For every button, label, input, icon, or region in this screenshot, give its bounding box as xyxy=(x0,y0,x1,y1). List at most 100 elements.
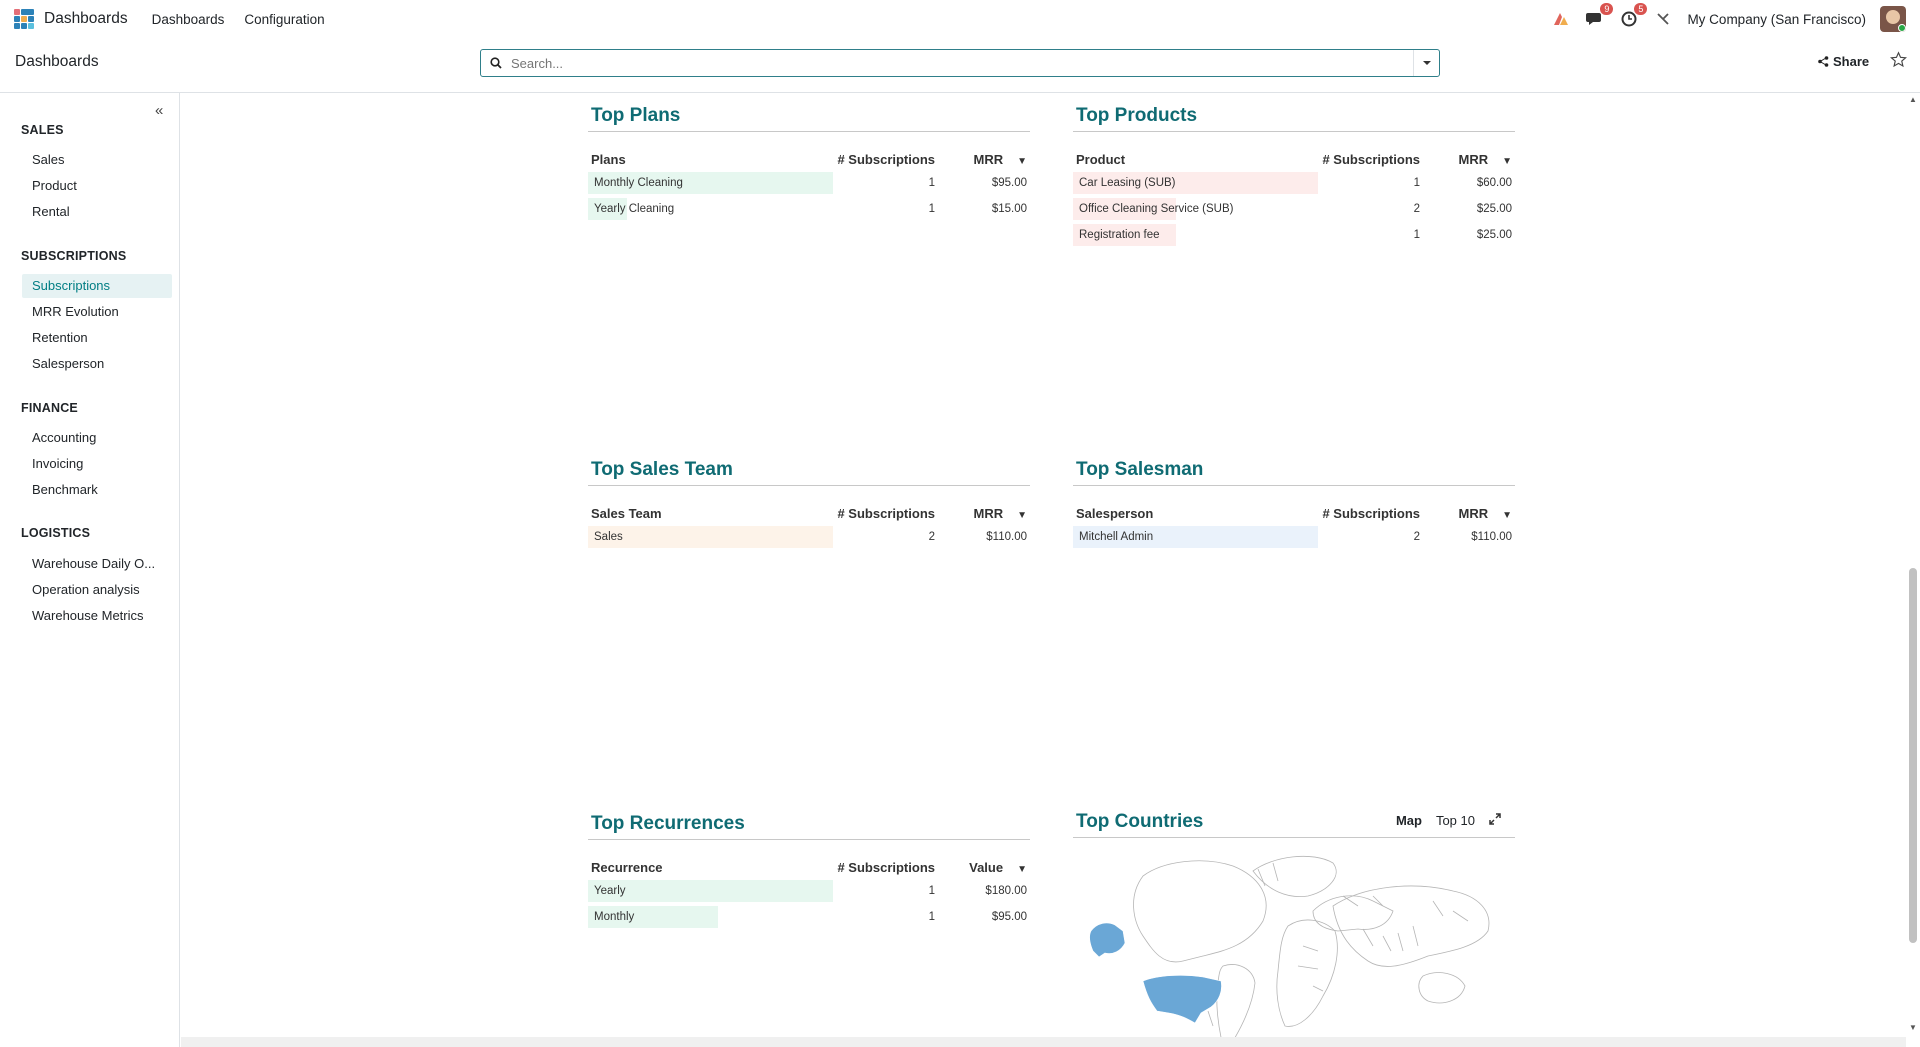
menu-configuration[interactable]: Configuration xyxy=(244,11,325,27)
expand-icon[interactable] xyxy=(1489,813,1501,828)
col-header[interactable]: MRR ▼ xyxy=(973,151,1027,167)
sidebar-item-warehouse-daily[interactable]: Warehouse Daily O... xyxy=(32,556,156,571)
search-options-toggle[interactable] xyxy=(1413,50,1439,76)
table-row[interactable]: Sales 2 $110.00 xyxy=(588,524,1030,550)
widget-title: Top Products xyxy=(1073,105,1515,132)
row-share-bar xyxy=(1073,198,1176,220)
world-map[interactable] xyxy=(1073,851,1515,1037)
sort-caret-icon: ▼ xyxy=(1017,509,1027,521)
col-header[interactable]: # Subscriptions xyxy=(837,151,935,167)
sidebar-item-product[interactable]: Product xyxy=(32,178,77,193)
search-bar[interactable] xyxy=(480,49,1440,77)
row-count: 2 xyxy=(928,531,935,543)
collapse-sidebar-icon[interactable]: « xyxy=(155,102,164,119)
scroll-up-icon[interactable]: ▲ xyxy=(1909,95,1917,104)
favorite-star-icon[interactable] xyxy=(1890,51,1907,71)
widget-top-plans: Top Plans Plans # Subscriptions MRR ▼ Mon… xyxy=(588,105,1030,222)
row-value: $95.00 xyxy=(991,177,1027,189)
sidebar-item-subscriptions[interactable]: Subscriptions xyxy=(22,274,172,298)
table-row[interactable]: Car Leasing (SUB) 1 $60.00 xyxy=(1073,170,1515,196)
sidebar-item-accounting[interactable]: Accounting xyxy=(32,430,97,445)
row-share-bar xyxy=(1073,172,1318,194)
company-switcher[interactable]: My Company (San Francisco) xyxy=(1687,11,1866,27)
top-recurrences-table: Recurrence # Subscriptions Value ▼ Yearly… xyxy=(588,856,1030,930)
table-row[interactable]: Yearly 1 $180.00 xyxy=(588,878,1030,904)
row-value: $25.00 xyxy=(1476,229,1512,241)
apps-menu-icon[interactable] xyxy=(14,9,34,29)
row-share-bar xyxy=(588,526,833,548)
widget-top-salesman: Top Salesman Salesperson # Subscriptions… xyxy=(1073,459,1515,550)
table-row[interactable]: Mitchell Admin 2 $110.00 xyxy=(1073,524,1515,550)
table-row[interactable]: Registration fee 1 $25.00 xyxy=(1073,222,1515,248)
sidebar-item-salesperson[interactable]: Salesperson xyxy=(32,356,105,371)
user-avatar[interactable] xyxy=(1880,6,1906,32)
widget-top-products: Top Products Product # Subscriptions MRR… xyxy=(1073,105,1515,248)
map-usa xyxy=(1142,975,1222,1024)
vertical-scrollbar[interactable]: ▲ ▼ xyxy=(1906,93,1920,1037)
col-header[interactable]: MRR ▼ xyxy=(1458,505,1512,521)
row-count: 1 xyxy=(928,177,935,189)
activities-clock-icon[interactable]: 5 xyxy=(1619,3,1648,29)
row-value: $180.00 xyxy=(985,885,1027,897)
table-row[interactable]: Office Cleaning Service (SUB) 2 $25.00 xyxy=(1073,196,1515,222)
sidebar-item-mrr-evolution[interactable]: MRR Evolution xyxy=(32,304,119,319)
col-header[interactable]: MRR ▼ xyxy=(973,505,1027,521)
row-share-bar xyxy=(588,880,833,902)
breadcrumb: Dashboards xyxy=(15,53,99,70)
col-header[interactable]: Recurrence xyxy=(591,859,663,875)
col-header[interactable]: # Subscriptions xyxy=(1322,505,1420,521)
scroll-down-icon[interactable]: ▼ xyxy=(1909,1023,1917,1032)
col-header[interactable]: Plans xyxy=(591,151,626,167)
row-label: Monthly xyxy=(588,904,833,930)
top-products-table: Product # Subscriptions MRR ▼ Car Leasing… xyxy=(1073,148,1515,248)
menu-dashboards[interactable]: Dashboards xyxy=(151,11,225,27)
activities-badge: 5 xyxy=(1634,3,1648,15)
section-logistics: LOGISTICS xyxy=(21,526,91,540)
sidebar-item-operation-analysis[interactable]: Operation analysis xyxy=(32,582,140,597)
scroll-thumb[interactable] xyxy=(1909,568,1917,943)
share-icon xyxy=(1818,56,1829,67)
col-header[interactable]: Product xyxy=(1076,151,1126,167)
row-share-bar xyxy=(588,906,718,928)
debug-tools-icon[interactable] xyxy=(1653,9,1673,29)
col-header[interactable]: MRR ▼ xyxy=(1458,151,1512,167)
sidebar-item-warehouse-metrics[interactable]: Warehouse Metrics xyxy=(32,608,144,623)
row-label: Registration fee xyxy=(1073,222,1318,248)
row-count: 1 xyxy=(928,911,935,923)
col-header[interactable]: Salesperson xyxy=(1076,505,1154,521)
row-count: 1 xyxy=(928,203,935,215)
sidebar-item-benchmark[interactable]: Benchmark xyxy=(32,482,98,497)
table-row[interactable]: Monthly Cleaning 1 $95.00 xyxy=(588,170,1030,196)
tab-map[interactable]: Map xyxy=(1395,813,1422,828)
col-header[interactable]: # Subscriptions xyxy=(837,505,935,521)
row-value: $25.00 xyxy=(1476,203,1512,215)
sort-caret-icon: ▼ xyxy=(1017,863,1027,875)
col-header[interactable]: Sales Team xyxy=(591,505,662,521)
row-label: Monthly Cleaning xyxy=(588,170,833,196)
sidebar-item-rental[interactable]: Rental xyxy=(32,204,70,219)
col-header[interactable]: Value ▼ xyxy=(969,859,1027,875)
sidebar-item-retention[interactable]: Retention xyxy=(32,330,88,345)
widget-title: Top Recurrences xyxy=(588,813,1030,840)
row-value: $110.00 xyxy=(986,531,1027,543)
row-count: 1 xyxy=(928,885,935,897)
horizontal-scrollbar[interactable] xyxy=(181,1037,1906,1047)
messages-icon[interactable]: 9 xyxy=(1585,3,1614,29)
sidebar-item-invoicing[interactable]: Invoicing xyxy=(32,456,84,471)
widget-top-countries: Top Countries Map Top 10 xyxy=(1073,811,1515,1037)
search-input[interactable] xyxy=(511,55,1413,71)
col-header[interactable]: # Subscriptions xyxy=(1322,151,1420,167)
row-value: $95.00 xyxy=(991,911,1027,923)
table-row[interactable]: Monthly 1 $95.00 xyxy=(588,904,1030,930)
row-label: Car Leasing (SUB) xyxy=(1073,170,1318,196)
col-header[interactable]: # Subscriptions xyxy=(837,859,935,875)
tab-top-10[interactable]: Top 10 xyxy=(1435,813,1475,828)
world-map-svg xyxy=(1089,855,1490,1037)
table-row[interactable]: Yearly Cleaning 1 $15.00 xyxy=(588,196,1030,222)
sort-caret-icon: ▼ xyxy=(1017,155,1027,167)
sidebar-item-sales[interactable]: Sales xyxy=(32,152,65,167)
spreadsheet-logo-icon[interactable] xyxy=(1551,9,1571,29)
app-name[interactable]: Dashboards xyxy=(44,10,128,27)
share-button[interactable]: Share xyxy=(1818,54,1869,69)
widget-top-recurrences: Top Recurrences Recurrence # Subscriptio… xyxy=(588,813,1030,930)
